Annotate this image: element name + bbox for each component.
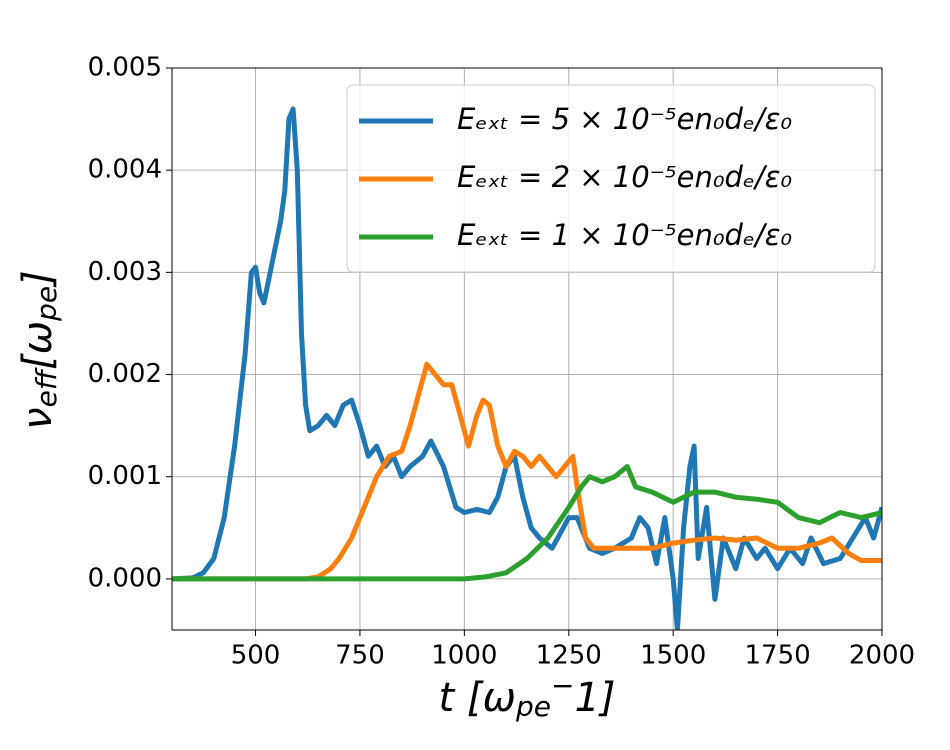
x-axis-label-part: 1] [574, 675, 615, 721]
x-tick-label: 2000 [849, 641, 915, 671]
y-axis-label-part: ν [15, 407, 61, 429]
x-axis-label-part: − [551, 669, 574, 702]
legend-label: Eₑₓₜ = 5 × 10⁻⁵en₀dₑ/ε₀ [457, 102, 792, 136]
x-tick-label: 1250 [536, 641, 602, 671]
y-tick-label: 0.005 [88, 53, 162, 83]
y-axis-label-part: ] [15, 270, 61, 288]
y-tick-label: 0.000 [88, 563, 162, 593]
data-line [172, 361, 882, 582]
x-axis-label-part: pe [515, 690, 551, 723]
y-axis-label-part: [ω [15, 321, 61, 370]
y-axis-label-part: pe [30, 286, 63, 322]
axes-frame [171, 67, 883, 631]
y-tick-label: 0.001 [88, 461, 162, 491]
y-tick-label: 0.004 [88, 155, 162, 185]
x-axis-label-part: t [ω [438, 675, 516, 721]
x-axis-label: t [ωpe−1] [438, 669, 615, 723]
x-tick-label: 500 [231, 641, 281, 671]
legend-label: Eₑₓₜ = 1 × 10⁻⁵en₀dₑ/ε₀ [457, 218, 792, 252]
y-axis-label: νeff[ωpe] [15, 270, 63, 430]
data-line [172, 464, 882, 582]
x-tick-label: 1500 [640, 641, 706, 671]
legend-box [346, 84, 876, 273]
data-line [172, 106, 882, 630]
x-tick-label: 1000 [431, 641, 497, 671]
y-axis-label-part: eff [30, 367, 63, 407]
legend-label: Eₑₓₜ = 2 × 10⁻⁵en₀dₑ/ε₀ [457, 160, 792, 194]
x-tick-label: 1750 [745, 641, 811, 671]
x-tick-label: 750 [335, 641, 385, 671]
y-tick-label: 0.003 [88, 257, 162, 287]
plot-area [172, 106, 882, 630]
y-tick-label: 0.002 [88, 359, 162, 389]
